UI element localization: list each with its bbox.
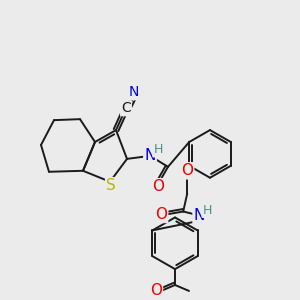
Text: N: N [129, 85, 139, 99]
Text: S: S [106, 178, 116, 193]
Text: O: O [155, 207, 167, 222]
Text: N: N [194, 208, 205, 223]
Text: C: C [121, 101, 131, 115]
Text: O: O [181, 163, 193, 178]
Text: H: H [202, 204, 212, 217]
Text: N: N [144, 148, 156, 164]
Text: O: O [152, 179, 164, 194]
Text: O: O [150, 284, 162, 298]
Text: H: H [153, 143, 163, 156]
